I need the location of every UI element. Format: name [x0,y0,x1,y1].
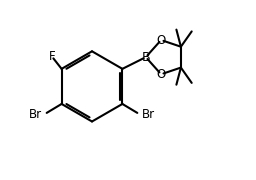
Text: F: F [48,50,55,63]
Text: B: B [142,51,150,64]
Text: Br: Br [29,108,42,121]
Text: O: O [156,68,166,81]
Text: Br: Br [142,108,155,121]
Text: O: O [156,33,166,47]
